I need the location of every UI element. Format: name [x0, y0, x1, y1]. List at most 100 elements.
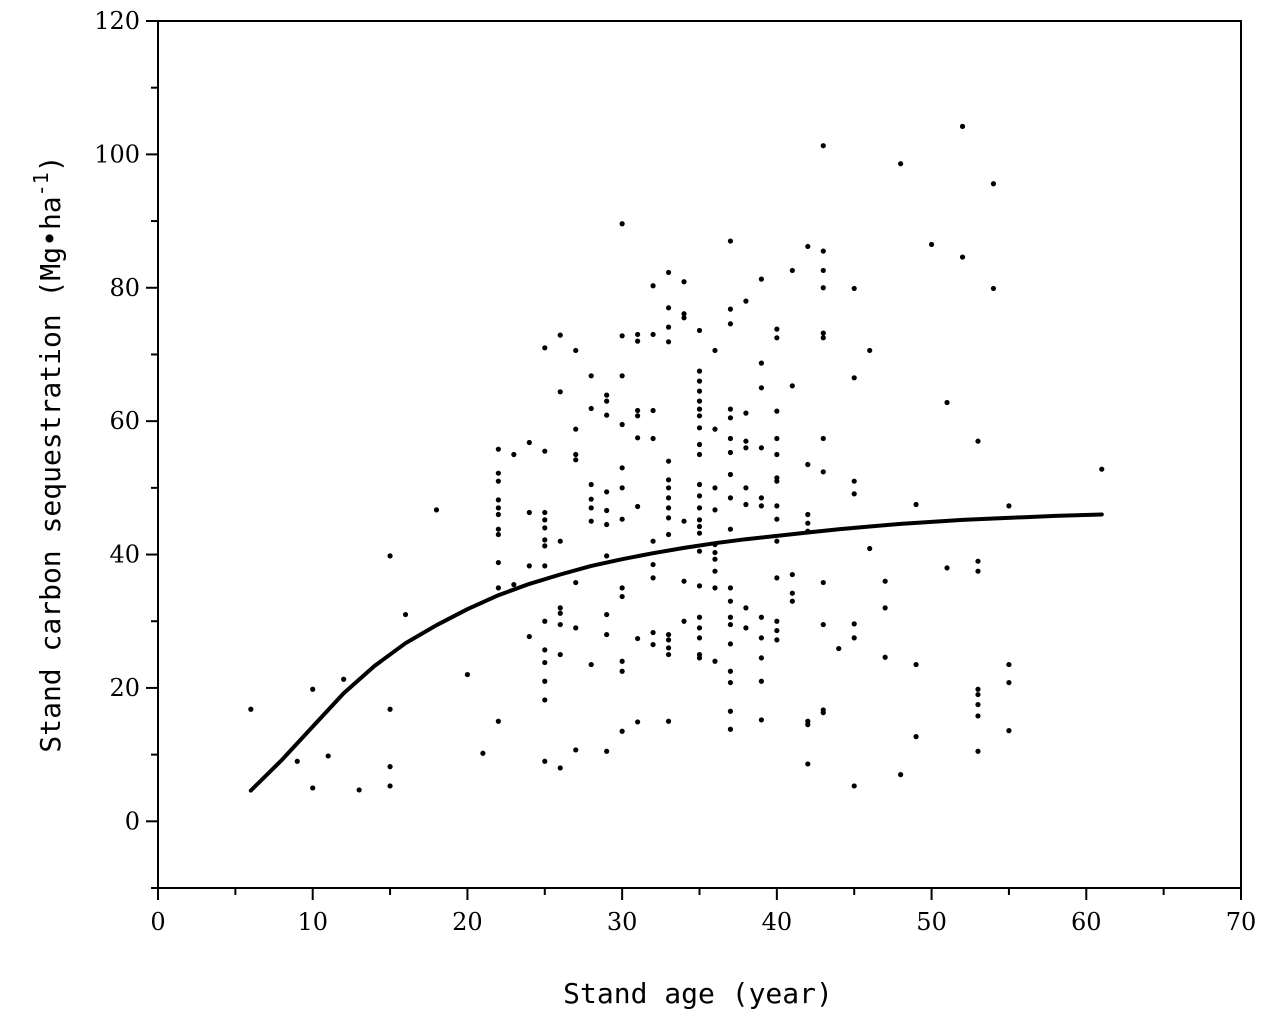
data-point [696, 523, 703, 530]
data-point [511, 581, 517, 588]
data-point [557, 621, 563, 628]
data-point [805, 722, 811, 728]
data-point [635, 719, 641, 725]
data-point [665, 515, 672, 521]
data-point [696, 368, 703, 374]
data-point [944, 399, 950, 406]
y-tick-label: 20 [109, 674, 140, 702]
data-point [928, 241, 935, 248]
data-point [696, 378, 703, 384]
data-point [573, 347, 579, 354]
data-point [727, 621, 734, 628]
data-point [495, 526, 501, 532]
data-point [758, 655, 764, 661]
data-point [650, 561, 656, 568]
data-point [1099, 466, 1105, 472]
data-point [665, 269, 672, 276]
data-point [712, 549, 718, 556]
data-point [650, 629, 656, 636]
data-point [573, 451, 579, 458]
data-point [743, 410, 749, 416]
data-point [975, 748, 981, 754]
data-point [836, 645, 842, 652]
data-point [665, 305, 672, 311]
data-point [495, 559, 501, 566]
data-point [882, 654, 888, 660]
data-point [387, 783, 393, 789]
data-point [820, 621, 826, 628]
data-point [696, 583, 703, 589]
data-point [619, 333, 625, 339]
data-point [433, 507, 440, 513]
data-point [650, 435, 656, 442]
data-point [727, 598, 734, 604]
data-point [495, 470, 501, 476]
data-point [712, 585, 718, 591]
data-point [665, 637, 672, 643]
data-point [805, 511, 811, 518]
x-tick-label: 70 [1226, 908, 1257, 936]
data-point [604, 412, 610, 418]
data-point [573, 625, 579, 631]
data-point [727, 679, 734, 686]
data-point [758, 717, 764, 723]
data-point [310, 785, 316, 791]
data-point [542, 448, 548, 454]
data-point [650, 283, 656, 289]
y-axis-title: Stand carbon sequestration (Mg•ha-1) [29, 155, 67, 752]
data-point [635, 331, 641, 338]
data-point [495, 446, 501, 452]
data-point [758, 495, 764, 501]
data-point [696, 635, 703, 641]
data-point [820, 709, 826, 716]
data-point [727, 668, 734, 674]
data-point [758, 276, 764, 282]
data-point [758, 678, 764, 684]
data-point [805, 461, 811, 468]
data-point [542, 647, 548, 653]
data-point [758, 385, 764, 391]
data-point [619, 421, 625, 428]
data-point [681, 311, 687, 317]
data-point [805, 243, 811, 250]
data-point [635, 503, 641, 510]
data-point [650, 407, 656, 414]
y-tick-label: 100 [94, 140, 140, 168]
fitted-curve [248, 512, 1104, 793]
data-point [820, 285, 826, 291]
data-point [387, 553, 393, 559]
y-tick-label: 120 [94, 7, 140, 35]
data-point [665, 485, 672, 491]
data-point [557, 651, 563, 658]
data-point [774, 637, 780, 643]
data-point [696, 505, 703, 511]
data-point [743, 438, 749, 444]
data-point [727, 321, 734, 327]
data-point [557, 765, 563, 771]
data-point [913, 734, 919, 740]
data-point [526, 563, 532, 569]
data-point [665, 645, 672, 651]
data-point [681, 618, 687, 624]
data-point [913, 661, 919, 668]
data-point [712, 556, 718, 562]
data-point [542, 563, 548, 569]
data-point [619, 221, 625, 227]
data-point [696, 493, 703, 499]
data-point [696, 398, 703, 404]
data-point [1006, 503, 1012, 509]
y-tick-label: 0 [125, 807, 140, 835]
data-point [774, 618, 780, 624]
data-point [1006, 679, 1012, 686]
data-point [975, 558, 981, 564]
y-tick-label: 60 [109, 407, 140, 435]
data-point [975, 691, 981, 698]
data-point [650, 538, 656, 544]
data-point [542, 758, 548, 764]
data-point [542, 543, 548, 549]
data-point [619, 373, 625, 379]
data-point [820, 435, 826, 442]
data-point [743, 605, 749, 611]
data-point [635, 635, 641, 642]
data-point [604, 631, 610, 638]
